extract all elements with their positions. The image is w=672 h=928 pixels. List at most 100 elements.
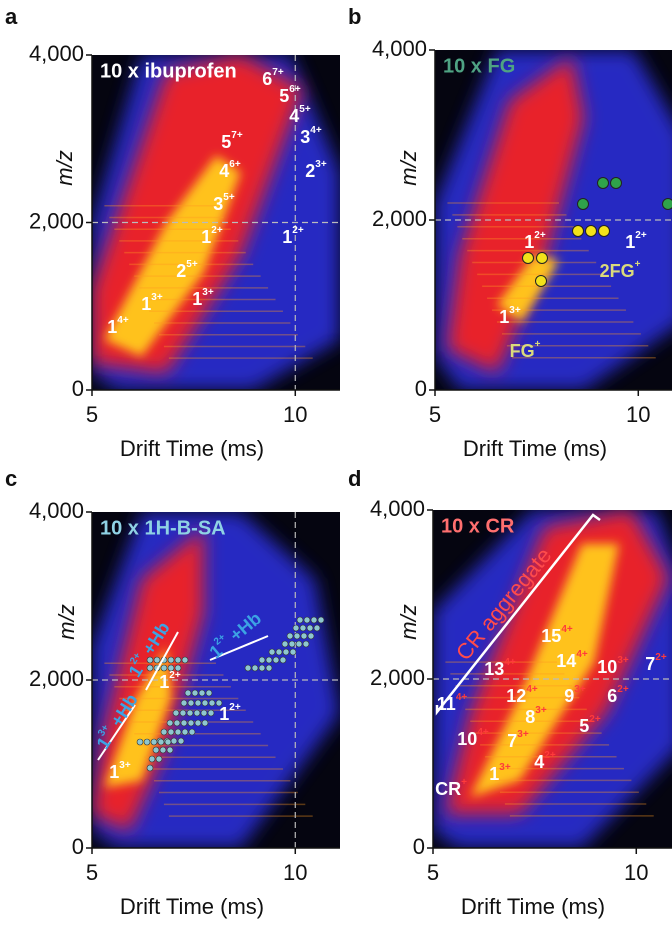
x-tick-label: 10: [624, 860, 648, 885]
peak-label-number: 5: [579, 716, 589, 736]
heatmap: [92, 512, 340, 848]
peak-marker: [313, 624, 321, 632]
panel-label: a: [5, 4, 18, 29]
panel-label: d: [348, 466, 361, 491]
peak-label: 12+: [524, 230, 546, 252]
peak-label: 13+: [489, 762, 511, 784]
peak-label-charge: 5+: [186, 259, 198, 270]
peak-marker: [180, 719, 188, 727]
peak-marker: [181, 656, 189, 664]
peak-label-charge: 4+: [561, 624, 573, 635]
peak-marker: [193, 709, 201, 717]
peak-marker: [272, 656, 280, 664]
x-tick-label: 5: [427, 860, 439, 885]
peak-marker: [172, 709, 180, 717]
peak-label-number: 6: [262, 69, 272, 89]
heatmap-high: [104, 646, 172, 788]
peak-label: 13+: [141, 292, 163, 314]
y-tick-label: 0: [415, 376, 427, 401]
peak-label-charge: 7+: [272, 67, 284, 78]
peak-label-number: 1: [159, 672, 169, 692]
peak-marker: [303, 616, 311, 624]
peak-marker: [258, 656, 266, 664]
peak-label-number: 3: [300, 127, 310, 147]
peak-marker: [577, 198, 589, 210]
peak-label-number: 4: [534, 752, 544, 772]
peak-label-charge: 2+: [229, 702, 241, 713]
peak-label-number: 14: [556, 651, 576, 671]
peak-label: FG+: [510, 339, 541, 361]
peak-label-number: 1: [201, 227, 211, 247]
heatmap-high: [497, 254, 559, 322]
peak-label-number: 8: [525, 707, 535, 727]
y-tick-label: 4,000: [370, 496, 425, 521]
peak-marker: [186, 709, 194, 717]
peak-label: 35+: [213, 192, 235, 214]
peak-label-charge: 2+: [655, 652, 667, 663]
peak-label-charge: 3+: [151, 292, 163, 303]
peak-label-charge: 4+: [117, 315, 129, 326]
peak-label: 13+: [192, 287, 214, 309]
peak-marker: [143, 738, 151, 746]
peak-label: 14+: [107, 315, 129, 337]
peak-marker: [299, 624, 307, 632]
peak-marker: [597, 177, 609, 189]
y-tick-label: 4,000: [372, 36, 427, 61]
heatmap-high: [470, 543, 619, 798]
peak-label: 45+: [289, 104, 311, 126]
panel: 0 2,000 4,000 5 10 Drift Time (ms) m/z a 10 x ib…: [5, 4, 340, 461]
peak-label-charge: 7+: [231, 130, 243, 141]
peak-marker: [184, 689, 192, 697]
peak-marker: [155, 755, 163, 763]
peak-label-number: 3: [213, 194, 223, 214]
peak-label-charge: 4+: [576, 649, 588, 660]
peak-marker: [610, 177, 622, 189]
y-tick-label: 2,000: [372, 206, 427, 231]
peak-label-number: 10: [597, 657, 617, 677]
y-tick-label: 2,000: [29, 208, 84, 233]
peak-label-charge: 2+: [617, 684, 629, 695]
peak-marker: [286, 632, 294, 640]
peak-label-number: 2FG: [600, 261, 635, 281]
peak-label-charge: 4+: [477, 727, 489, 738]
y-axis-label: m/z: [396, 604, 421, 639]
peak-label-charge: 4+: [456, 692, 468, 703]
peak-marker: [153, 656, 161, 664]
x-tick-label: 5: [86, 860, 98, 885]
peak-marker: [598, 225, 610, 237]
peak-label: 93+: [564, 684, 586, 706]
peak-marker: [136, 738, 144, 746]
peak-marker: [307, 632, 315, 640]
y-axis-label: m/z: [52, 150, 77, 185]
peak-label-number: 5: [279, 86, 289, 106]
peak-label-charge: 3+: [535, 705, 547, 716]
peak-marker: [251, 664, 259, 672]
peak-marker: [205, 689, 213, 697]
peak-marker: [150, 738, 158, 746]
peak-label-number: 7: [507, 731, 517, 751]
peak-marker: [152, 746, 160, 754]
peak-label: 13+: [499, 305, 521, 327]
peak-label: 56+: [279, 84, 301, 106]
peak-marker: [201, 719, 209, 727]
peak-label-charge: 3+: [617, 655, 629, 666]
peak-label-charge: 6+: [289, 84, 301, 95]
peak-label-number: 1: [109, 762, 119, 782]
peak-marker: [279, 656, 287, 664]
peak-label: 12+: [625, 230, 647, 252]
peak-marker: [522, 252, 534, 264]
peak-label-charge: 3+: [517, 729, 529, 740]
peak-label: 12+: [159, 670, 181, 692]
peak-label-charge: 3+: [202, 287, 214, 298]
peak-label-number: 1: [141, 294, 151, 314]
peak-label-number: 4: [219, 161, 229, 181]
peak-label-charge: +: [461, 777, 467, 788]
peak-label-charge: 6+: [229, 159, 241, 170]
bracket: [97, 704, 136, 761]
y-tick-label: 2,000: [370, 665, 425, 690]
peak-marker: [146, 764, 154, 772]
peak-label: 144+: [556, 649, 588, 671]
peak-label: 114+: [437, 692, 468, 714]
peak-marker: [173, 719, 181, 727]
